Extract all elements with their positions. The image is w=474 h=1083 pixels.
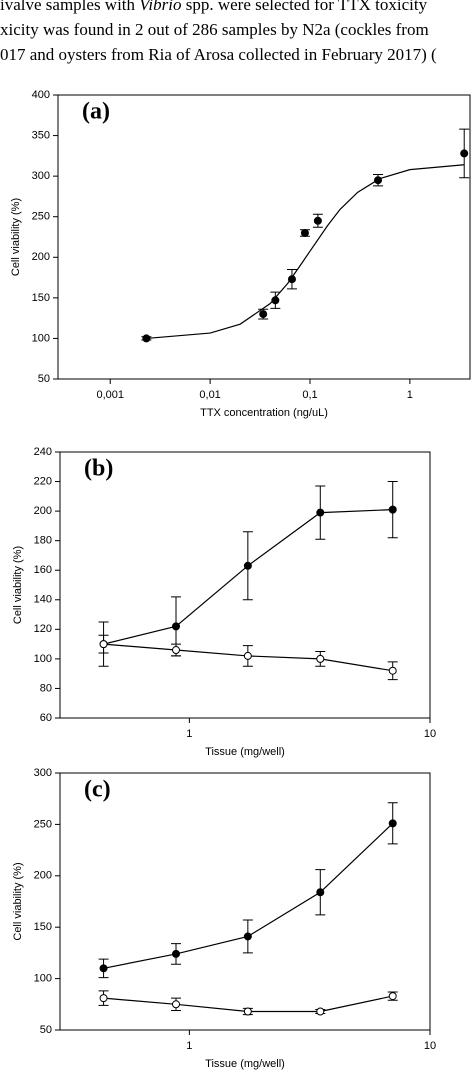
data-point xyxy=(316,888,325,897)
y-tick-label: 100 xyxy=(34,973,52,985)
text: xicity was found in 2 out of 286 samples… xyxy=(0,20,429,39)
data-point xyxy=(172,949,181,958)
y-tick-label: 350 xyxy=(32,129,50,141)
y-tick-label: 200 xyxy=(34,870,52,882)
y-tick-label: 140 xyxy=(34,594,52,606)
data-point xyxy=(243,651,252,660)
data-point xyxy=(388,666,397,675)
y-tick-label: 80 xyxy=(40,682,52,694)
x-tick-label: 10 xyxy=(424,728,436,740)
data-point xyxy=(388,992,397,1001)
text: Vibrio xyxy=(139,0,182,14)
data-point xyxy=(316,1007,325,1016)
y-tick-label: 250 xyxy=(34,818,52,830)
y-tick-label: 50 xyxy=(38,373,50,385)
x-axis-label: Tissue (mg/well) xyxy=(205,746,285,758)
data-point xyxy=(243,561,252,570)
y-tick-label: 150 xyxy=(34,921,52,933)
panel-label: (c) xyxy=(84,777,111,803)
text: spp. were selected for TTX toxicity xyxy=(181,0,428,14)
text: ivalve samples with xyxy=(0,0,140,14)
y-tick-label: 240 xyxy=(34,446,52,458)
data-point xyxy=(172,646,181,655)
y-tick-label: 100 xyxy=(32,332,50,344)
y-tick-label: 50 xyxy=(40,1024,52,1036)
data-point xyxy=(300,228,309,237)
text: 017 and oysters from Ria of Arosa collec… xyxy=(0,45,437,64)
data-point xyxy=(460,149,469,158)
y-tick-label: 200 xyxy=(34,505,52,517)
x-tick-label: 1 xyxy=(407,389,413,401)
y-tick-label: 150 xyxy=(32,292,50,304)
x-axis-label: Tissue (mg/well) xyxy=(205,1058,285,1070)
data-point xyxy=(259,310,268,319)
series-line xyxy=(146,164,465,340)
data-point xyxy=(316,508,325,517)
x-tick-label: 1 xyxy=(186,728,192,740)
text-line: 017 and oysters from Ria of Arosa collec… xyxy=(0,42,474,67)
plot-frame xyxy=(57,94,471,380)
y-tick-label: 400 xyxy=(32,89,50,101)
data-point xyxy=(243,1007,252,1016)
x-tick-label: 1 xyxy=(186,1040,192,1052)
data-point xyxy=(172,622,181,631)
y-axis-label: Cell viability (%) xyxy=(12,862,24,940)
x-tick-label: 0,001 xyxy=(96,389,124,401)
data-point xyxy=(316,654,325,663)
x-tick-label: 0,1 xyxy=(302,389,317,401)
body-text: ivalve samples with Vibrio spp. were sel… xyxy=(0,0,474,70)
plot-frame xyxy=(59,772,431,1031)
y-tick-label: 250 xyxy=(32,211,50,223)
data-point xyxy=(172,1000,181,1009)
data-point xyxy=(388,819,397,828)
y-tick-label: 180 xyxy=(34,535,52,547)
y-tick-label: 60 xyxy=(40,712,52,724)
x-tick-label: 0,01 xyxy=(199,389,220,401)
y-tick-label: 220 xyxy=(34,475,52,487)
y-tick-label: 300 xyxy=(32,170,50,182)
data-point xyxy=(287,275,296,284)
data-point xyxy=(388,505,397,514)
text-line: xicity was found in 2 out of 286 samples… xyxy=(0,17,474,42)
data-point xyxy=(99,964,108,973)
y-tick-label: 200 xyxy=(32,251,50,263)
plot-frame xyxy=(59,451,431,719)
data-point xyxy=(99,994,108,1003)
y-tick-label: 160 xyxy=(34,564,52,576)
y-tick-label: 300 xyxy=(34,767,52,779)
panel-label: (a) xyxy=(82,99,110,125)
x-axis-label: TTX concentration (ng/uL) xyxy=(200,407,328,419)
y-tick-label: 120 xyxy=(34,623,52,635)
y-tick-label: 100 xyxy=(34,653,52,665)
x-tick-label: 10 xyxy=(424,1040,436,1052)
y-axis-label: Cell viability (%) xyxy=(12,546,24,624)
data-point xyxy=(243,932,252,941)
y-axis-label: Cell viability (%) xyxy=(10,198,22,276)
panel-label: (b) xyxy=(84,456,113,482)
data-point xyxy=(313,216,322,225)
text-line: ivalve samples with Vibrio spp. were sel… xyxy=(0,0,474,17)
data-point xyxy=(99,640,108,649)
